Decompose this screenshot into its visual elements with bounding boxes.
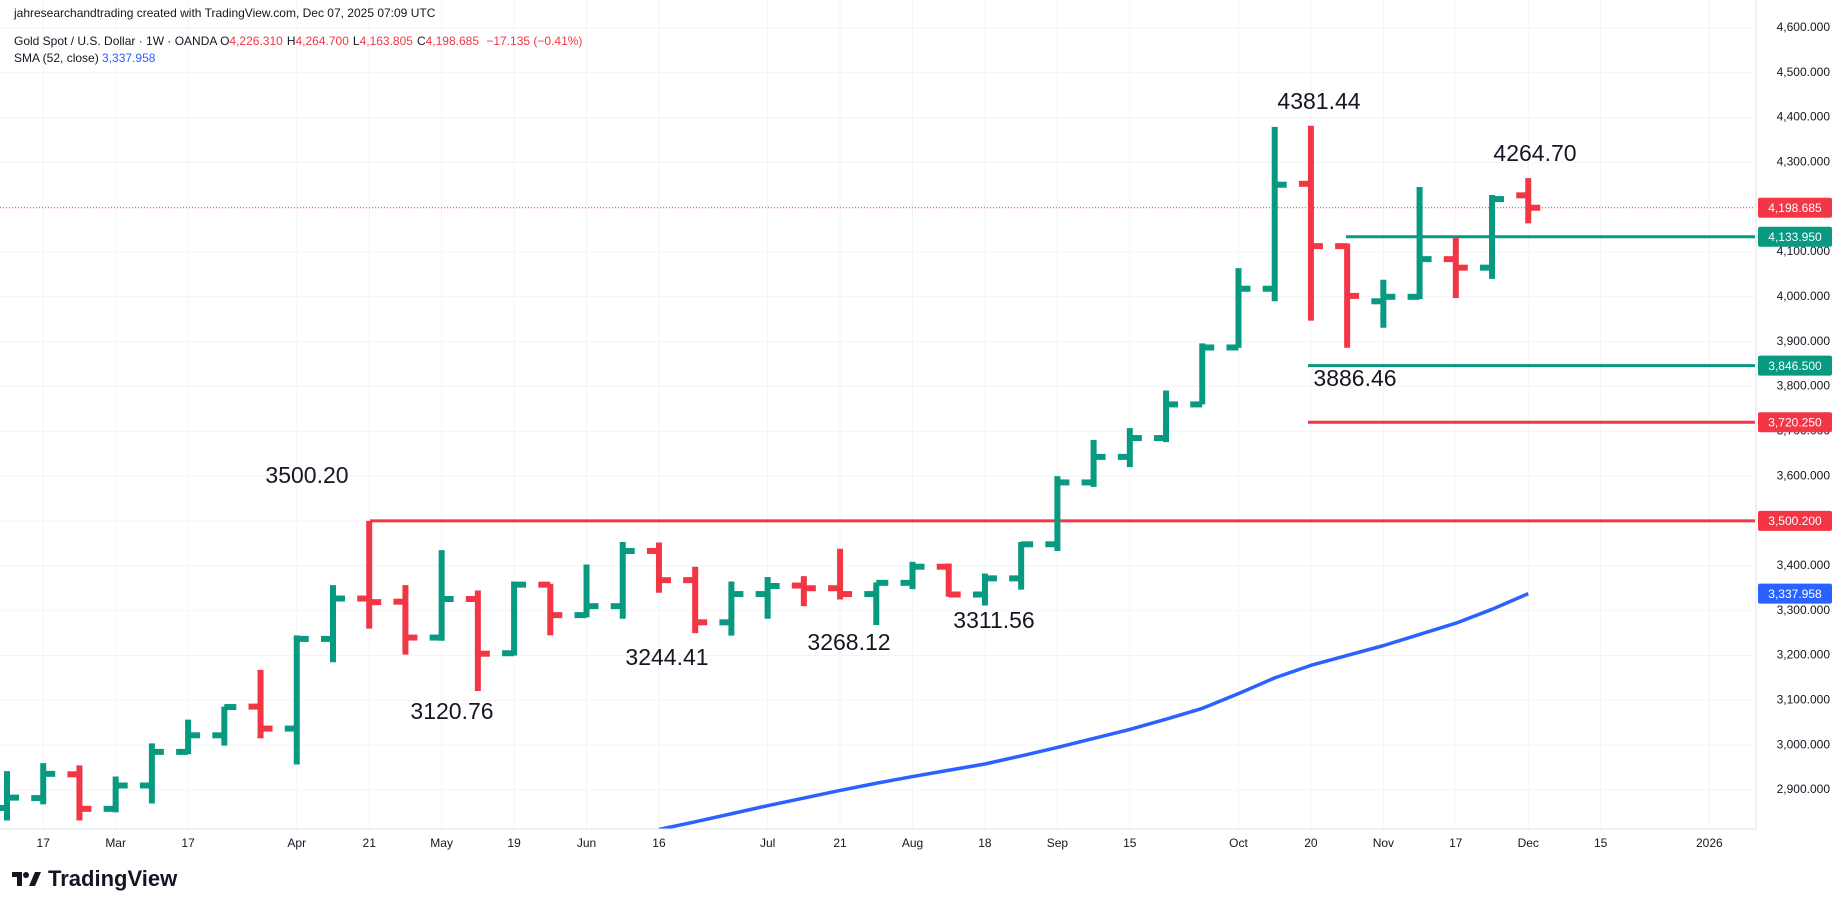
y-tick-label: 3,200.000 [1777,648,1831,662]
y-tick-label: 3,300.000 [1777,603,1831,617]
x-tick-label: 15 [1594,836,1608,850]
indicator-row: SMA (52, close) 3,337.958 [14,51,155,65]
y-tick-label: 2,900.000 [1777,782,1831,796]
x-tick-label: Mar [105,836,126,850]
x-tick-label: 19 [507,836,521,850]
y-tick-label: 3,800.000 [1777,379,1831,393]
brand: TradingView [48,866,178,891]
plot-area [0,125,1755,829]
price-label-box [1758,583,1832,604]
legend-key: L [352,34,360,48]
x-tick-label: 21 [363,836,377,850]
y-tick-label: 4,500.000 [1777,65,1831,79]
y-tick-label: 3,000.000 [1777,737,1831,751]
legend-value: 4,198.685 [425,34,480,48]
legend-key: C [416,34,426,48]
axes: 4,600.0004,500.0004,400.0004,300.0004,20… [37,20,1832,850]
legend-value: 4,264.700 [295,34,349,48]
annotation: 4381.44 [1277,88,1360,114]
price-label-box [1758,197,1832,218]
x-tick-label: Aug [902,836,923,850]
x-tick-label: 16 [652,836,666,850]
legend-value: 4,163.805 [359,34,413,48]
indicator-value: 3,337.958 [102,51,156,65]
price-label-box [1758,355,1832,376]
y-tick-label: 3,600.000 [1777,468,1831,482]
y-tick-label: 4,000.000 [1777,289,1831,303]
x-tick-label: 18 [978,836,992,850]
x-tick-label: Jul [760,836,775,850]
annotation: 4264.70 [1493,140,1576,166]
annotation: 3244.41 [625,644,708,670]
annotation: 3268.12 [807,629,890,655]
x-tick-label: 17 [181,836,195,850]
x-tick-label: 21 [833,836,847,850]
x-tick-label: May [430,836,453,850]
price-label: 3,337.958 [1768,587,1822,601]
x-tick-label: Oct [1229,836,1248,850]
price-label: 3,720.250 [1768,415,1822,429]
x-tick-label: 20 [1304,836,1318,850]
x-tick-label: 17 [37,836,51,850]
legend-key: H [286,34,296,48]
annotation: 3500.20 [265,462,348,488]
y-tick-label: 4,100.000 [1777,244,1831,258]
y-tick-label: 3,100.000 [1777,692,1831,706]
price-label: 3,500.200 [1768,514,1822,528]
price-label: 3,846.500 [1768,359,1822,373]
x-tick-label: 2026 [1696,836,1723,850]
price-label: 4,133.950 [1768,230,1822,244]
annotation: 3311.56 [953,607,1034,633]
annotation: 3886.46 [1313,365,1396,391]
y-tick-label: 4,600.000 [1777,20,1831,34]
indicator-name: SMA (52, close) [14,51,99,65]
annotation: 3120.76 [410,698,493,724]
x-tick-label: Sep [1047,836,1069,850]
x-tick-label: Jun [577,836,596,850]
x-tick-label: Nov [1373,836,1394,850]
x-tick-label: 15 [1123,836,1137,850]
legend-value: 4,226.310 [229,34,283,48]
y-tick-label: 4,300.000 [1777,154,1831,168]
legend-row: Gold Spot / U.S. Dollar · 1W · OANDA O4,… [14,34,582,48]
y-tick-label: 4,400.000 [1777,110,1831,124]
x-tick-label: 17 [1449,836,1463,850]
credit: jahresearchandtrading created with Tradi… [14,6,436,20]
ohlc-legend: O4,226.310 H4,264.700 L4,163.805 C4,198.685 [220,34,483,48]
price-label-box [1758,412,1832,433]
sma-line [658,592,1529,829]
change: −17.135 (−0.41%) [486,34,583,48]
x-tick-label: Apr [287,836,306,850]
y-tick-label: 3,900.000 [1777,334,1831,348]
x-tick-label: Dec [1518,836,1539,850]
symbol: Gold Spot / U.S. Dollar · 1W · OANDA [14,34,217,48]
logo [12,872,41,886]
y-tick-label: 3,400.000 [1777,558,1831,572]
price-label: 4,198.685 [1768,201,1822,215]
price-label-box [1758,510,1832,531]
legend-key: O [220,34,230,48]
price-label-box [1758,226,1832,247]
